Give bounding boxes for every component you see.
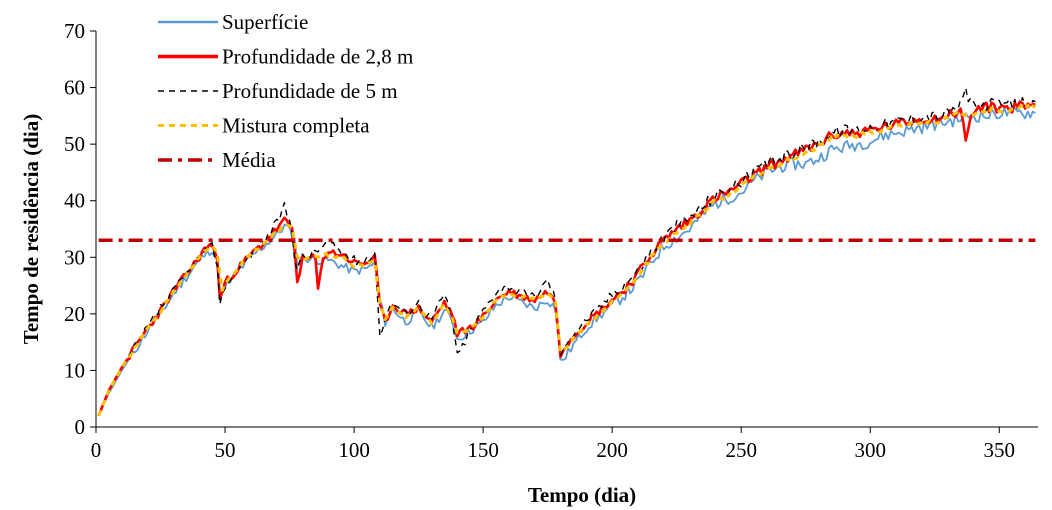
y-tick-label: 30 [64, 245, 85, 269]
x-tick-label: 300 [854, 438, 886, 462]
x-axis-title: Tempo (dia) [528, 483, 636, 507]
legend: Superfície Profundidade de 2,8 m Profundid… [158, 10, 413, 172]
series-line-mistura-completa [97, 103, 1037, 417]
legend-label-profundidade-de-2-8-m: Profundidade de 2,8 m [222, 45, 413, 69]
axes: 0 10 20 30 40 50 60 70 0 50 100 150 200 250 300 350 [64, 19, 1038, 462]
y-tick-label: 60 [64, 76, 85, 100]
x-tick-label: 100 [338, 438, 370, 462]
y-tick-label: 70 [64, 19, 85, 43]
legend-label-media: Média [222, 148, 276, 172]
x-tick-label: 150 [467, 438, 499, 462]
x-tick-label: 200 [596, 438, 628, 462]
x-tick-label: 250 [725, 438, 757, 462]
y-tick-label: 40 [64, 189, 85, 213]
y-tick-label: 10 [64, 358, 85, 382]
y-tick-label: 20 [64, 302, 85, 326]
plot-area [97, 87, 1037, 417]
x-tick-label: 350 [984, 438, 1016, 462]
y-tick-label: 50 [64, 132, 85, 156]
x-tick-label: 50 [215, 438, 236, 462]
y-axis-title: Tempo de residência (dia) [19, 114, 43, 344]
x-tick-label: 0 [91, 438, 102, 462]
legend-label-profundidade-de-5-m: Profundidade de 5 m [222, 79, 398, 103]
series-line-superficie [97, 106, 1036, 417]
y-tick-label: 0 [75, 415, 86, 439]
legend-label-mistura-completa: Mistura completa [222, 114, 370, 138]
legend-label-superficie: Superfície [222, 10, 308, 34]
